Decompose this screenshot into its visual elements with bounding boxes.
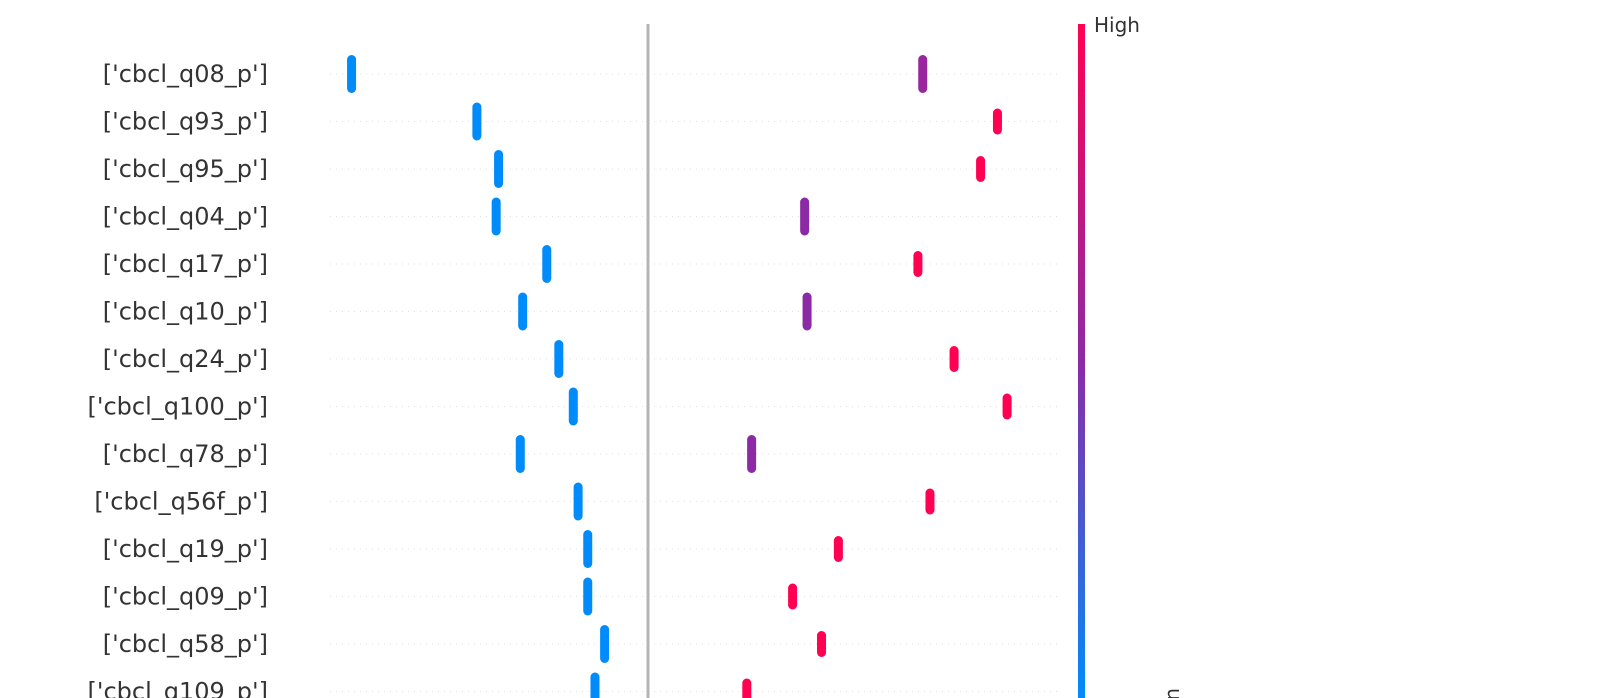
- shap-point: [518, 292, 528, 331]
- shap-point: [992, 108, 1002, 135]
- shap-point: [583, 530, 593, 568]
- shap-point: [600, 625, 610, 663]
- colorbar-high-label: High: [1094, 13, 1140, 37]
- colorbar: High ue: [1078, 13, 1187, 698]
- feature-label: ['cbcl_q56f_p']: [94, 488, 268, 516]
- feature-label: ['cbcl_q19_p']: [103, 535, 268, 563]
- shap-point: [583, 577, 593, 616]
- shap-point: [976, 156, 986, 182]
- shap-point: [515, 435, 525, 473]
- shap-point: [1002, 393, 1012, 420]
- shap-point: [742, 678, 752, 698]
- shap-point: [913, 251, 923, 277]
- shap-point: [491, 197, 501, 236]
- feature-label: ['cbcl_q93_p']: [103, 108, 268, 136]
- feature-label: ['cbcl_q100_p']: [88, 393, 269, 421]
- feature-label: ['cbcl_q78_p']: [103, 440, 268, 468]
- shap-point: [949, 346, 959, 372]
- feature-label: ['cbcl_q58_p']: [103, 630, 268, 658]
- shap-points: [347, 55, 1012, 698]
- shap-point: [747, 435, 757, 473]
- shap-point: [788, 583, 798, 610]
- shap-point: [347, 55, 357, 93]
- feature-label: ['cbcl_q08_p']: [103, 60, 268, 88]
- feature-label: ['cbcl_q17_p']: [103, 250, 268, 278]
- shap-point: [590, 672, 600, 698]
- shap-point: [554, 340, 564, 378]
- feature-rows: ['cbcl_q08_p'] ['cbcl_q93_p'] ['cbcl_q95_p…: [88, 60, 1060, 698]
- shap-point: [568, 387, 578, 426]
- shap-point: [800, 197, 810, 236]
- feature-label: ['cbcl_q09_p']: [103, 583, 268, 611]
- shap-point: [817, 631, 827, 657]
- shap-point: [472, 102, 482, 141]
- colorbar-axis-label: ue: [1163, 688, 1187, 698]
- feature-label: ['cbcl_q04_p']: [103, 203, 268, 231]
- shap-point: [802, 292, 812, 331]
- shap-point: [494, 150, 504, 188]
- feature-label: ['cbcl_q95_p']: [103, 155, 268, 183]
- colorbar-gradient-bar: [1078, 24, 1085, 698]
- shap-point: [542, 245, 552, 283]
- shap-point: [925, 488, 935, 515]
- shap-point: [918, 55, 928, 93]
- feature-label: ['cbcl_q109_p']: [88, 678, 269, 698]
- feature-label: ['cbcl_q10_p']: [103, 298, 268, 326]
- shap-point: [833, 536, 843, 562]
- feature-label: ['cbcl_q24_p']: [103, 345, 268, 373]
- shap-point: [573, 482, 583, 521]
